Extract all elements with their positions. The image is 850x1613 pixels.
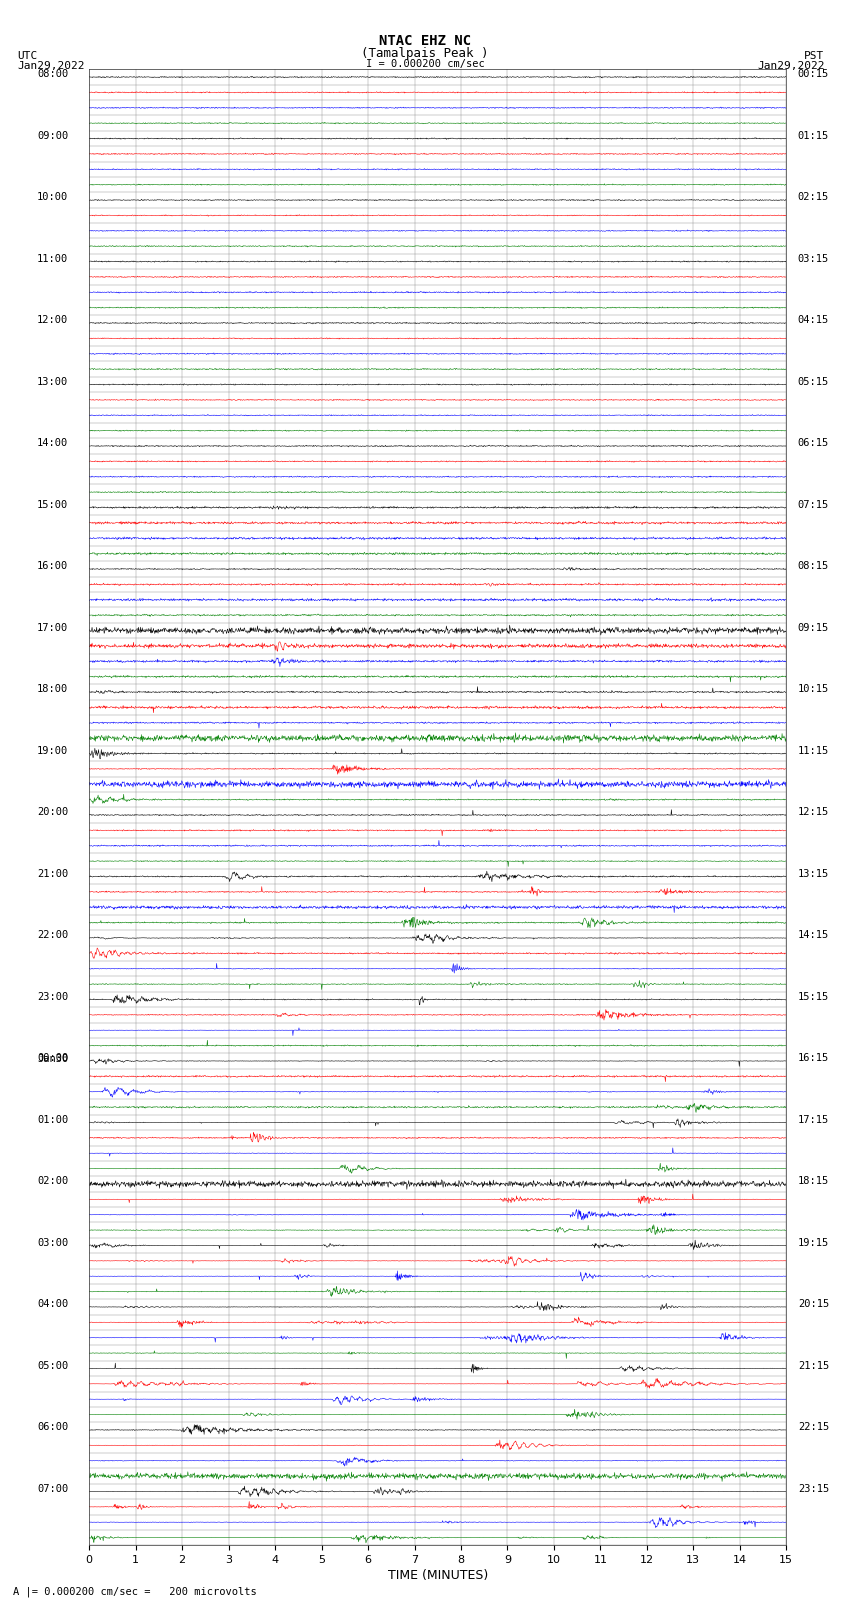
Text: 01:00: 01:00 [37,1115,68,1124]
Text: 19:15: 19:15 [798,1237,829,1248]
Text: 06:15: 06:15 [798,439,829,448]
Text: 12:15: 12:15 [798,808,829,818]
Text: PST: PST [804,52,824,61]
Text: 14:15: 14:15 [798,931,829,940]
Text: 05:00: 05:00 [37,1361,68,1371]
Text: NTAC EHZ NC: NTAC EHZ NC [379,34,471,48]
Text: 23:00: 23:00 [37,992,68,1002]
Text: 08:15: 08:15 [798,561,829,571]
Text: 04:00: 04:00 [37,1300,68,1310]
Text: 02:00: 02:00 [37,1176,68,1186]
Text: 21:00: 21:00 [37,869,68,879]
Text: A |= 0.000200 cm/sec =   200 microvolts: A |= 0.000200 cm/sec = 200 microvolts [13,1586,257,1597]
Text: 10:00: 10:00 [37,192,68,202]
Text: UTC: UTC [17,52,37,61]
Text: 09:00: 09:00 [37,131,68,140]
Text: 16:15: 16:15 [798,1053,829,1063]
Text: Jan30: Jan30 [37,1053,68,1065]
Text: 17:15: 17:15 [798,1115,829,1124]
Text: (Tamalpais Peak ): (Tamalpais Peak ) [361,47,489,60]
Text: 03:00: 03:00 [37,1237,68,1248]
Text: 03:15: 03:15 [798,253,829,265]
Text: 07:00: 07:00 [37,1484,68,1494]
Text: 15:15: 15:15 [798,992,829,1002]
Text: 17:00: 17:00 [37,623,68,632]
Text: 22:00: 22:00 [37,931,68,940]
Text: 00:00: 00:00 [37,1053,68,1063]
Text: 23:15: 23:15 [798,1484,829,1494]
Text: Jan29,2022: Jan29,2022 [17,61,84,71]
Text: 09:15: 09:15 [798,623,829,632]
Text: 02:15: 02:15 [798,192,829,202]
Text: 11:15: 11:15 [798,745,829,756]
Text: I = 0.000200 cm/sec: I = 0.000200 cm/sec [366,60,484,69]
Text: 22:15: 22:15 [798,1423,829,1432]
Text: 05:15: 05:15 [798,377,829,387]
Text: 18:15: 18:15 [798,1176,829,1186]
Text: 13:00: 13:00 [37,377,68,387]
Text: 01:15: 01:15 [798,131,829,140]
Text: 06:00: 06:00 [37,1423,68,1432]
Text: 20:00: 20:00 [37,808,68,818]
Text: 08:00: 08:00 [37,69,68,79]
Text: 19:00: 19:00 [37,745,68,756]
Text: Jan29,2022: Jan29,2022 [757,61,824,71]
Text: 11:00: 11:00 [37,253,68,265]
Text: 04:15: 04:15 [798,316,829,326]
Text: 12:00: 12:00 [37,316,68,326]
Text: 15:00: 15:00 [37,500,68,510]
Text: 16:00: 16:00 [37,561,68,571]
Text: 13:15: 13:15 [798,869,829,879]
Text: 18:00: 18:00 [37,684,68,694]
Text: 21:15: 21:15 [798,1361,829,1371]
Text: 00:15: 00:15 [798,69,829,79]
X-axis label: TIME (MINUTES): TIME (MINUTES) [388,1569,488,1582]
Text: 10:15: 10:15 [798,684,829,694]
Text: 20:15: 20:15 [798,1300,829,1310]
Text: 07:15: 07:15 [798,500,829,510]
Text: 14:00: 14:00 [37,439,68,448]
